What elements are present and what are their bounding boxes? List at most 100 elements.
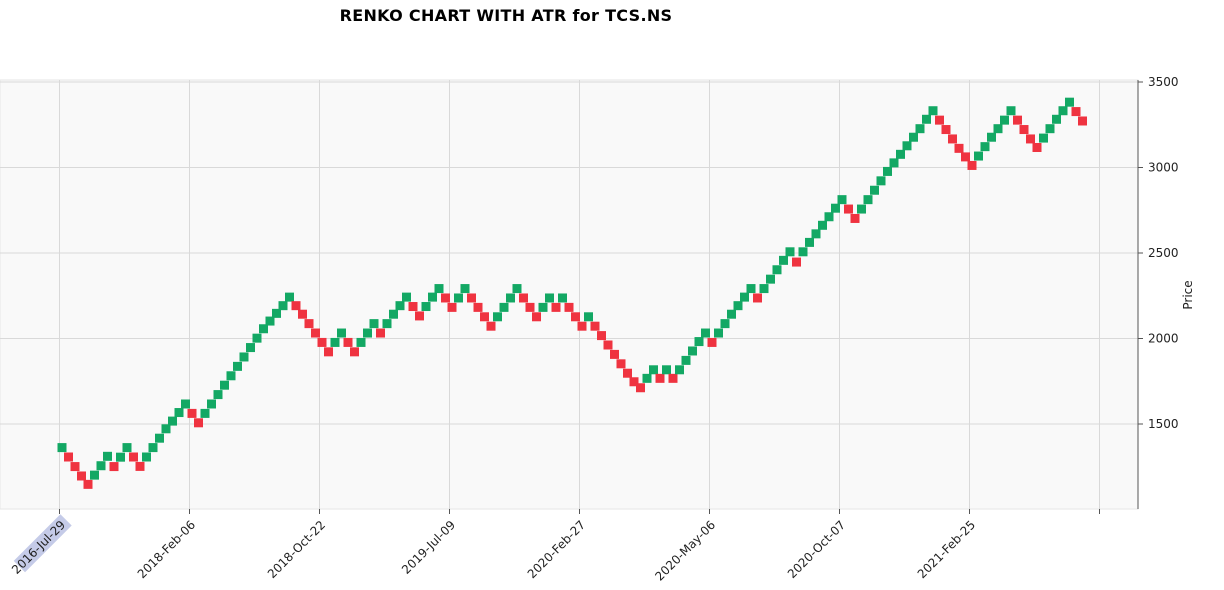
brick-down [668,373,678,383]
brick-down [844,204,853,214]
x-tick: 2016-Jul-29 [9,514,72,577]
y-tick-label: 3000 [1148,161,1179,175]
plot-background [0,79,1139,510]
x-tick-highlight [13,514,72,573]
brick-down [129,452,138,462]
brick-up [252,333,262,343]
brick-up [980,142,990,152]
brick-up [434,284,444,294]
brick-up [389,309,398,319]
x-tick: 2019-Jul-09 [399,518,458,577]
y-tick-label: 2500 [1148,246,1179,260]
x-axis-ticks: 2016-Jul-29 2018-Feb-06 2018-Oct-22 2019-Ju… [9,509,1100,584]
brick-up [1039,133,1048,143]
brick-up [220,380,229,390]
brick-up [915,124,925,134]
brick-down [967,160,977,170]
brick-up [720,319,730,329]
brick-down [83,479,93,489]
x-tick: 2020-Oct-07 [785,518,848,581]
brick-up [90,470,99,480]
brick-up [213,390,223,400]
brick-up [493,312,502,322]
brick-up [142,452,151,462]
brick-down [298,309,307,319]
brick-down [616,359,626,369]
brick-up [57,443,67,453]
y-tick-label: 1500 [1148,417,1179,431]
brick-up [798,247,808,257]
renko-bricks [57,97,1087,489]
brick-down [317,337,327,347]
brick-up [642,373,652,383]
brick-down [1019,125,1029,135]
brick-up [1052,114,1061,124]
brick-up [811,229,821,239]
brick-up [759,284,769,294]
brick-down [655,373,665,383]
brick-down [486,321,496,331]
brick-up [395,301,405,311]
brick-up [363,328,372,338]
brick-down [636,383,645,393]
brick-up [974,151,983,161]
brick-down [324,347,333,357]
x-tick-label: 2018-Feb-06 [135,518,198,581]
brick-up [928,106,938,116]
x-tick: 2018-Feb-06 [135,518,198,581]
brick-down [532,312,541,322]
brick-up [857,204,866,214]
brick-up [161,424,171,434]
brick-up [824,212,834,222]
brick-down [135,461,145,471]
brick-up [896,149,905,159]
brick-down [291,301,301,311]
brick-up [265,316,275,326]
brick-up [506,293,515,303]
brick-down [961,152,970,162]
y-tick-label: 3500 [1148,75,1179,89]
brick-up [116,452,125,462]
brick-up [701,328,710,338]
brick-up [818,220,827,230]
brick-down [948,134,957,144]
brick-down [350,347,359,357]
brick-up [779,255,788,265]
brick-up [148,443,158,453]
brick-down [571,312,580,322]
brick-down [77,471,86,481]
brick-up [837,195,847,205]
brick-up [1006,106,1016,116]
brick-down [109,462,119,472]
brick-down [70,462,80,472]
brick-down [1032,142,1042,152]
brick-up [1058,106,1068,116]
x-tick-label: 2021-Feb-25 [915,518,978,581]
x-tick-label: 2020-Oct-07 [785,518,848,581]
x-tick-label: 2016-Jul-29 [9,518,68,577]
brick-up [681,355,691,365]
brick-up [207,399,216,409]
brick-up [538,302,548,312]
brick-up [226,371,236,381]
brick-up [714,328,723,338]
brick-down [525,302,535,312]
brick-up [103,451,112,461]
x-tick-label: 2020-May-06 [652,518,718,584]
brick-up [662,365,671,375]
brick-up [369,319,379,329]
brick-down [480,312,489,322]
brick-down [194,418,203,428]
brick-up [337,328,346,338]
brick-down [1071,107,1081,117]
x-tick: 2020-May-06 [652,518,718,584]
brick-down [707,337,717,347]
y-axis-ticks: 1500 2000 2500 3000 3500 [1138,75,1179,431]
brick-down [1078,116,1087,126]
brick-down [623,368,632,378]
brick-up [922,114,931,124]
brick-down [415,311,424,321]
brick-up [330,337,340,347]
x-tick: 2018-Oct-22 [265,518,328,581]
brick-up [772,265,782,275]
